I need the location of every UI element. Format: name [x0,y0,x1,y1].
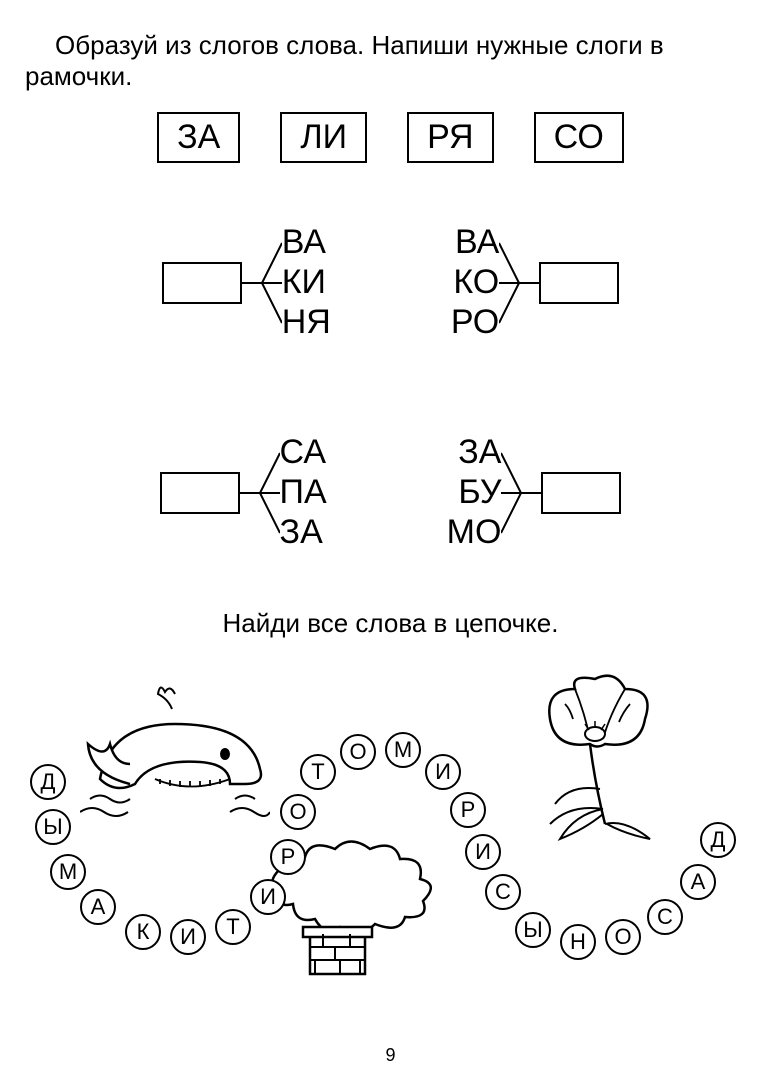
chain-letter: Д [30,764,66,800]
syllable-item: ВА [451,223,499,263]
instruction-2: Найди все слова в цепочке. [25,608,756,639]
syllable-group: СА ПА ЗА [160,433,327,553]
chain-letter: Р [450,792,486,828]
top-syllable-row: ЗА ЛИ РЯ СО [25,112,756,163]
chain-area: ДЫМАКИТИРОТОМИРИСЫНОСАД [25,664,756,994]
group-row: ВА КИ НЯ ВА КО РО [162,223,620,343]
whale-icon [80,684,270,824]
syllable-item: ЗА [447,433,502,473]
syllable-group: ВА КО РО [451,223,619,343]
chain-letter: Т [300,754,336,790]
syllable-group: ЗА БУ МО [447,433,622,553]
syllable-item: ПА [280,473,327,513]
chain-letter: А [680,864,716,900]
group-row: СА ПА ЗА ЗА БУ МО [160,433,622,553]
blank-box[interactable] [541,472,621,514]
syllable-box: ЗА [157,112,240,163]
chain-letter: Т [215,909,251,945]
chain-letter: М [50,854,86,890]
syllable-item: НЯ [282,303,331,343]
chain-letter: И [465,834,501,870]
blank-box[interactable] [162,262,242,304]
chain-letter: Н [560,924,596,960]
syllable-box: СО [534,112,624,163]
syllable-group: ВА КИ НЯ [162,223,331,343]
chain-letter: К [125,914,161,950]
chain-letter: И [425,754,461,790]
syllable-box: ЛИ [280,112,367,163]
syllable-item: РО [451,303,499,343]
syllable-box: РЯ [407,112,493,163]
syllable-item: МО [447,513,502,553]
blank-box[interactable] [539,262,619,304]
syllable-item: КИ [282,263,331,303]
syllable-item: ВА [282,223,331,263]
chain-letter: С [485,874,521,910]
chain-letter: О [605,919,641,955]
syllable-item: КО [451,263,499,303]
syllable-item: ЗА [280,513,327,553]
instruction-1: Образуй из слогов слова. Напиши нужные с… [25,30,756,92]
blank-box[interactable] [160,472,240,514]
page-number: 9 [0,1045,781,1066]
syllable-item: БУ [447,473,502,513]
syllable-item: СА [280,433,327,473]
chain-letter: И [170,919,206,955]
chain-letter: А [80,889,116,925]
chain-letter: О [280,794,316,830]
chain-letter: Ы [515,912,551,948]
chain-letter: М [385,732,421,768]
chain-letter: Д [700,822,736,858]
chain-letter: Ы [35,809,71,845]
chain-letter: О [340,734,376,770]
flower-icon [515,674,685,874]
chain-letter: С [647,899,683,935]
